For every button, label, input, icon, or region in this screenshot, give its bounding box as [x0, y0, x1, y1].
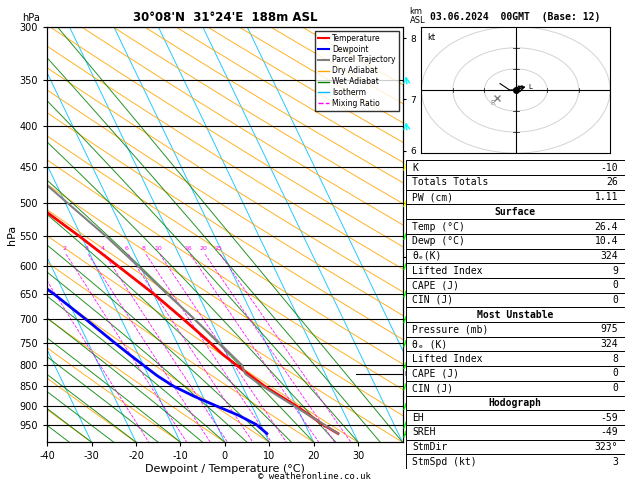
- Text: 10: 10: [154, 246, 162, 251]
- Bar: [406, 366, 625, 381]
- Bar: [406, 381, 625, 396]
- Text: 26: 26: [606, 177, 618, 188]
- Text: 1.11: 1.11: [594, 192, 618, 202]
- Bar: [406, 205, 625, 219]
- Text: EH: EH: [412, 413, 424, 422]
- Title: 30°08'N  31°24'E  188m ASL: 30°08'N 31°24'E 188m ASL: [133, 11, 317, 24]
- Text: -49: -49: [601, 427, 618, 437]
- Text: 8: 8: [612, 354, 618, 364]
- Text: Hodograph: Hodograph: [489, 398, 542, 408]
- Bar: [406, 248, 625, 263]
- Text: 0: 0: [612, 383, 618, 393]
- Text: 3: 3: [612, 457, 618, 467]
- Text: CAPE (J): CAPE (J): [412, 280, 459, 290]
- Bar: [406, 396, 625, 410]
- Text: 0: 0: [612, 295, 618, 305]
- Text: PW (cm): PW (cm): [412, 192, 454, 202]
- Text: 8: 8: [142, 246, 146, 251]
- Text: -10: -10: [601, 163, 618, 173]
- Bar: [406, 175, 625, 190]
- Text: kt: kt: [428, 33, 436, 42]
- Bar: [406, 351, 625, 366]
- Bar: [406, 234, 625, 248]
- Bar: [406, 454, 625, 469]
- Text: 6: 6: [125, 246, 128, 251]
- Text: 26.4: 26.4: [594, 222, 618, 231]
- Text: 0: 0: [612, 368, 618, 379]
- Text: θₑ (K): θₑ (K): [412, 339, 447, 349]
- Text: 2: 2: [62, 246, 66, 251]
- Text: 0: 0: [612, 280, 618, 290]
- Text: 975: 975: [601, 324, 618, 334]
- Text: Pressure (mb): Pressure (mb): [412, 324, 489, 334]
- Bar: [406, 337, 625, 351]
- Text: 03.06.2024  00GMT  (Base: 12): 03.06.2024 00GMT (Base: 12): [430, 12, 600, 22]
- Bar: [406, 278, 625, 293]
- Bar: [406, 160, 625, 175]
- Text: 324: 324: [601, 339, 618, 349]
- Bar: [406, 425, 625, 440]
- Text: Dewp (°C): Dewp (°C): [412, 236, 465, 246]
- Text: Surface: Surface: [494, 207, 536, 217]
- Text: StmSpd (kt): StmSpd (kt): [412, 457, 477, 467]
- Bar: [406, 322, 625, 337]
- Text: CIN (J): CIN (J): [412, 295, 454, 305]
- Text: © weatheronline.co.uk: © weatheronline.co.uk: [258, 472, 371, 481]
- Text: L: L: [528, 84, 532, 90]
- Text: Most Unstable: Most Unstable: [477, 310, 554, 320]
- Text: -59: -59: [601, 413, 618, 422]
- Text: 10.4: 10.4: [594, 236, 618, 246]
- Text: 324: 324: [601, 251, 618, 261]
- Text: 25: 25: [214, 246, 222, 251]
- Bar: [406, 410, 625, 425]
- Text: SREH: SREH: [412, 427, 436, 437]
- Text: 20: 20: [199, 246, 207, 251]
- Text: StmDir: StmDir: [412, 442, 447, 452]
- Text: K: K: [412, 163, 418, 173]
- Y-axis label: hPa: hPa: [7, 225, 17, 244]
- Text: 3: 3: [84, 246, 89, 251]
- Text: θₑ(K): θₑ(K): [412, 251, 442, 261]
- Text: 4: 4: [101, 246, 104, 251]
- Bar: [406, 307, 625, 322]
- Text: LCL: LCL: [405, 371, 417, 377]
- Bar: [406, 440, 625, 454]
- X-axis label: Dewpoint / Temperature (°C): Dewpoint / Temperature (°C): [145, 464, 305, 474]
- Text: Lifted Index: Lifted Index: [412, 354, 483, 364]
- Text: Temp (°C): Temp (°C): [412, 222, 465, 231]
- Text: Lifted Index: Lifted Index: [412, 265, 483, 276]
- Text: 323°: 323°: [594, 442, 618, 452]
- Legend: Temperature, Dewpoint, Parcel Trajectory, Dry Adiabat, Wet Adiabat, Isotherm, Mi: Temperature, Dewpoint, Parcel Trajectory…: [314, 31, 399, 111]
- Bar: [406, 293, 625, 307]
- Text: hPa: hPa: [22, 13, 40, 22]
- Bar: [406, 190, 625, 205]
- Bar: [406, 219, 625, 234]
- Text: CAPE (J): CAPE (J): [412, 368, 459, 379]
- Text: km
ASL: km ASL: [409, 7, 425, 25]
- Text: R: R: [491, 100, 496, 105]
- Bar: [406, 263, 625, 278]
- Text: 9: 9: [612, 265, 618, 276]
- Text: CIN (J): CIN (J): [412, 383, 454, 393]
- Text: Totals Totals: Totals Totals: [412, 177, 489, 188]
- Y-axis label: Mixing Ratio (g/kg): Mixing Ratio (g/kg): [435, 195, 445, 274]
- Text: 16: 16: [184, 246, 192, 251]
